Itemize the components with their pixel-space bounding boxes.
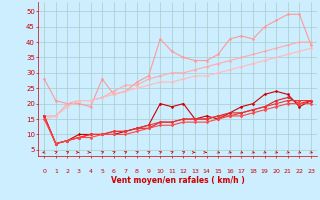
- X-axis label: Vent moyen/en rafales ( km/h ): Vent moyen/en rafales ( km/h ): [111, 176, 244, 185]
